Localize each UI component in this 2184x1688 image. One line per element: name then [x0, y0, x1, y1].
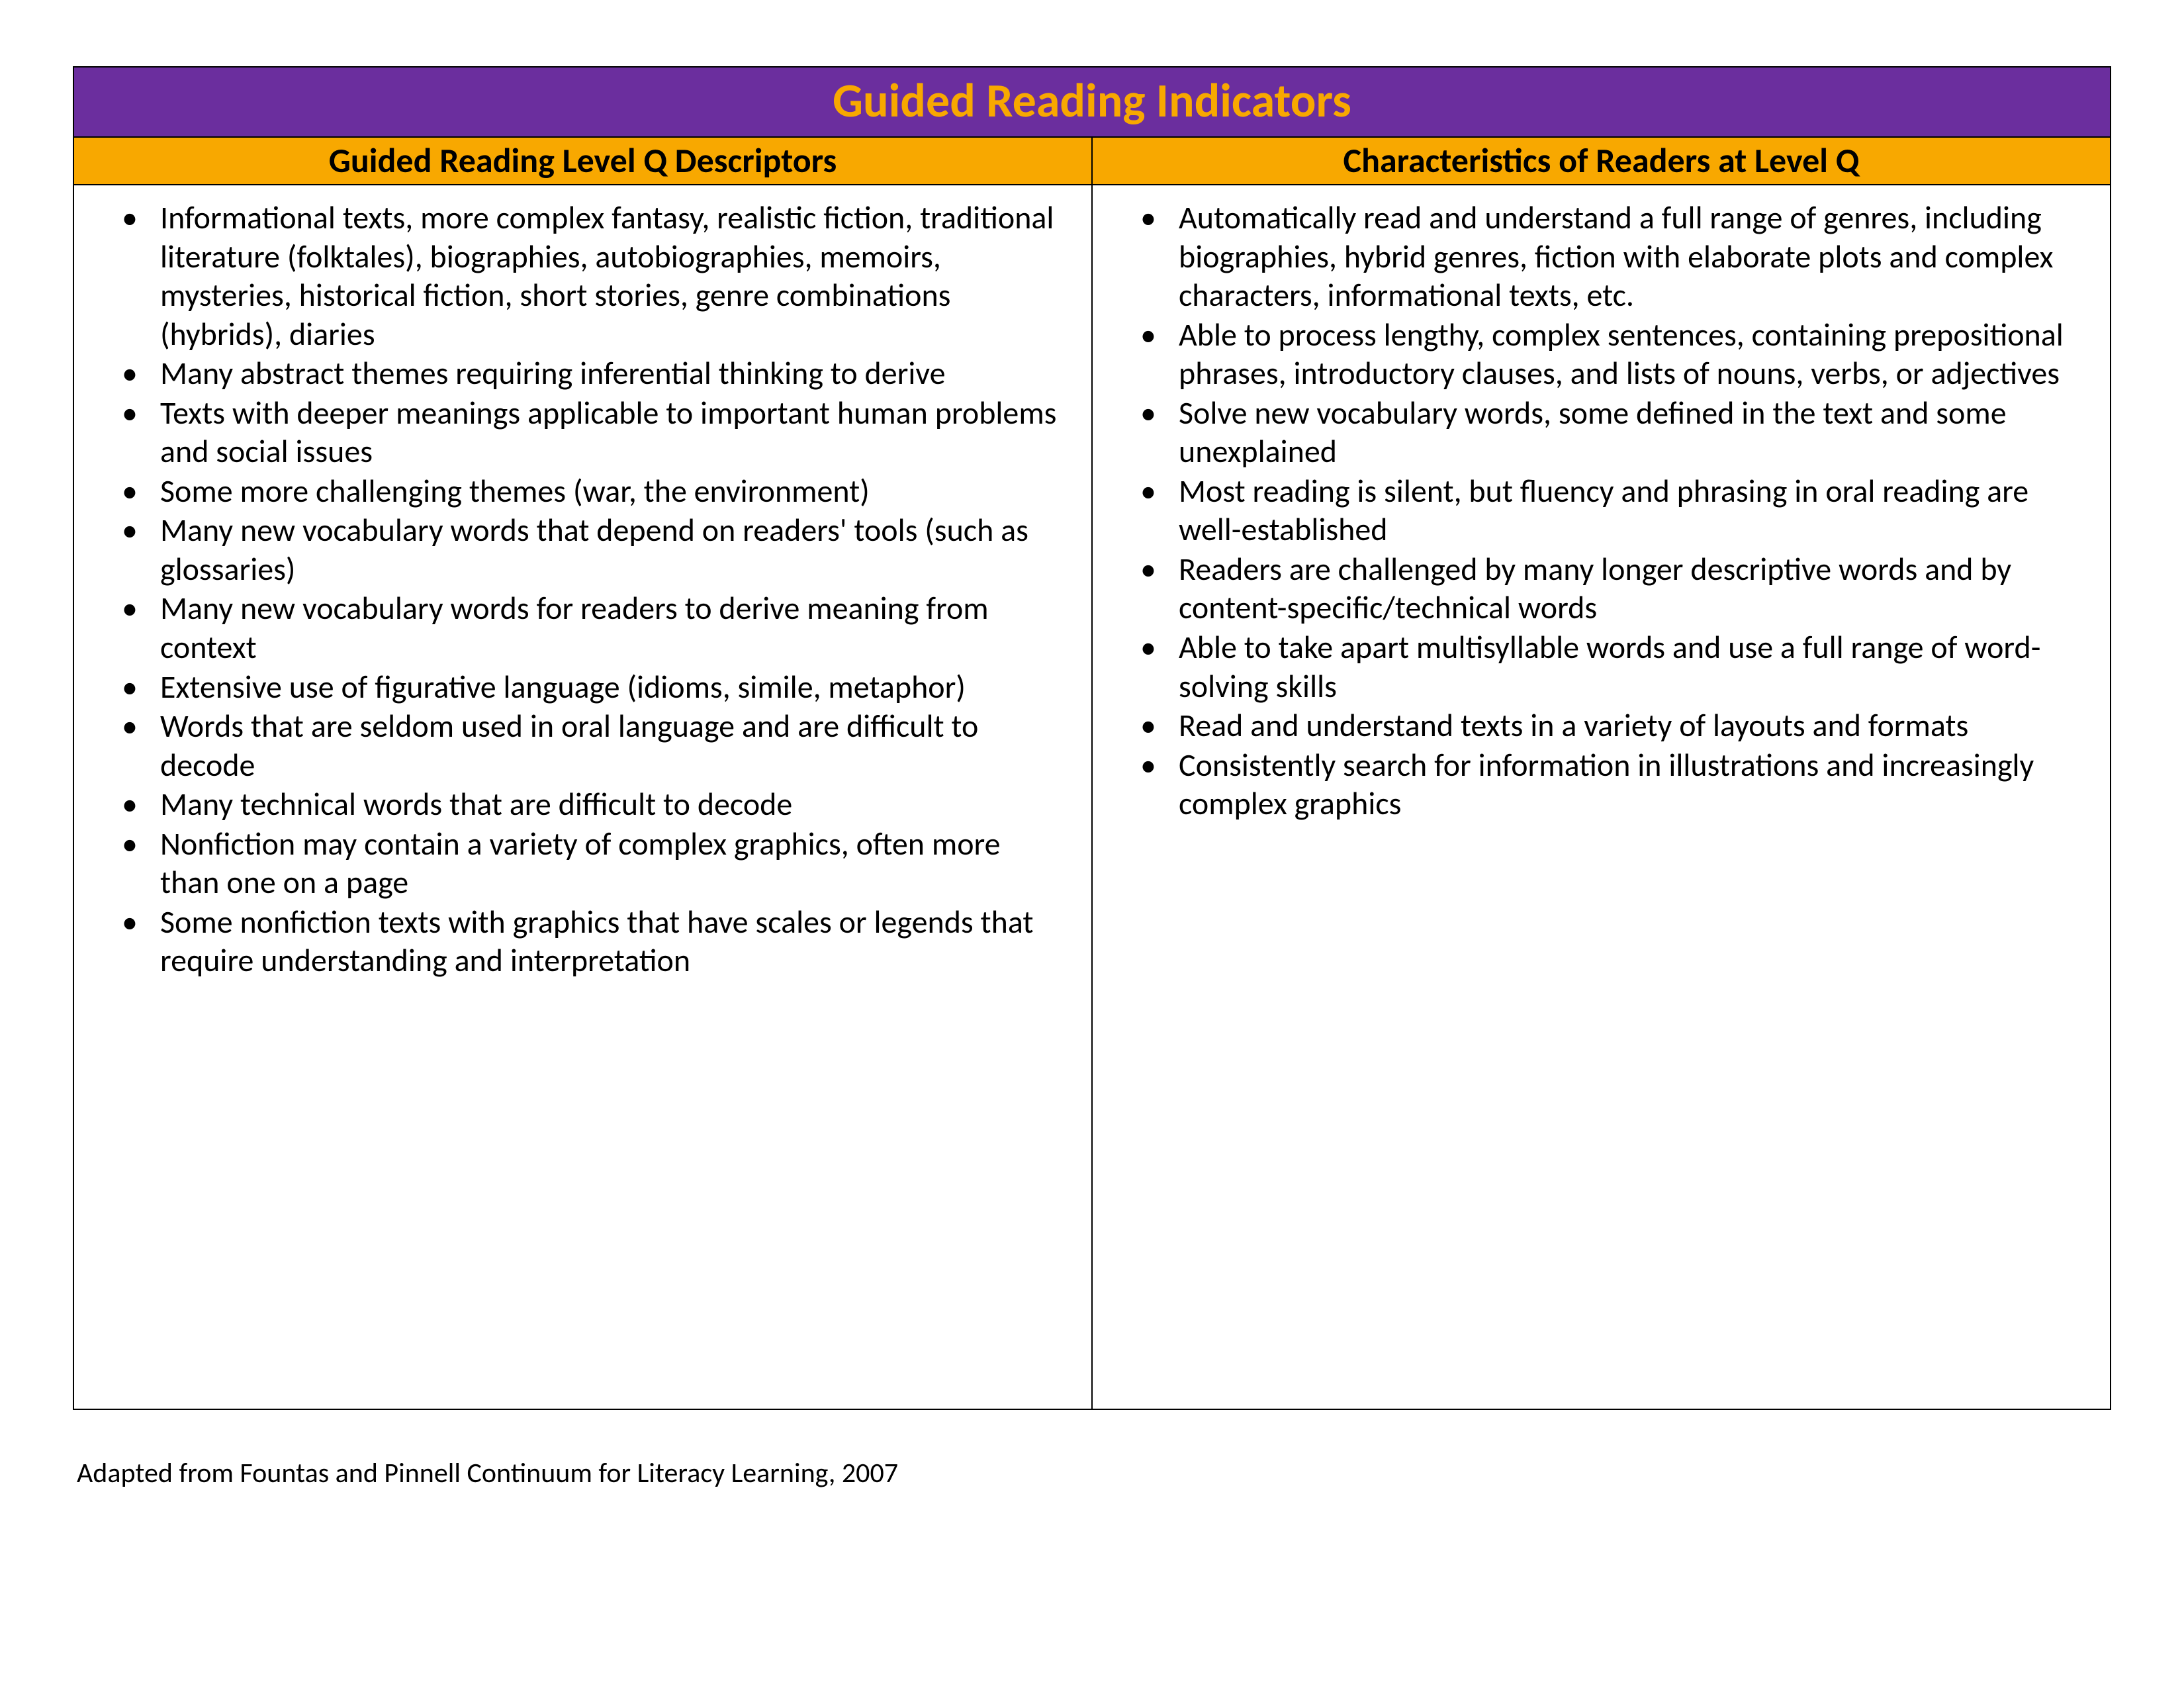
list-item: Many abstract themes requiring inferenti…: [160, 354, 1065, 394]
list-item: Able to take apart multisyllable words a…: [1179, 628, 2083, 706]
main-title: Guided Reading Indicators: [833, 71, 1351, 130]
left-column-header: Guided Reading Level Q Descriptors: [329, 139, 837, 181]
list-item: Solve new vocabulary words, some defined…: [1179, 394, 2083, 472]
column-header-row: Guided Reading Level Q Descriptors Chara…: [73, 137, 2111, 185]
main-title-cell: Guided Reading Indicators: [73, 67, 2111, 137]
list-item: Consistently search for information in i…: [1179, 746, 2083, 824]
list-item: Words that are seldom used in oral langu…: [160, 707, 1065, 785]
right-content-cell: Automatically read and understand a full…: [1092, 185, 2111, 1409]
footer-citation: Adapted from Fountas and Pinnell Continu…: [73, 1456, 2111, 1490]
left-list: Informational texts, more complex fantas…: [101, 199, 1065, 981]
list-item: Nonfiction may contain a variety of comp…: [160, 825, 1065, 903]
right-column-header-cell: Characteristics of Readers at Level Q: [1092, 137, 2111, 185]
list-item: Readers are challenged by many longer de…: [1179, 550, 2083, 628]
main-title-row: Guided Reading Indicators: [73, 67, 2111, 137]
indicators-table: Guided Reading Indicators Guided Reading…: [73, 66, 2111, 1410]
list-item: Texts with deeper meanings applicable to…: [160, 394, 1065, 472]
left-content-cell: Informational texts, more complex fantas…: [73, 185, 1092, 1409]
content-row: Informational texts, more complex fantas…: [73, 185, 2111, 1409]
list-item: Able to process lengthy, complex sentenc…: [1179, 316, 2083, 394]
list-item: Many new vocabulary words that depend on…: [160, 511, 1065, 589]
right-column-header: Characteristics of Readers at Level Q: [1343, 139, 1860, 181]
list-item: Automatically read and understand a full…: [1179, 199, 2083, 316]
list-item: Many technical words that are difficult …: [160, 785, 1065, 825]
list-item: Informational texts, more complex fantas…: [160, 199, 1065, 354]
list-item: Some more challenging themes (war, the e…: [160, 472, 1065, 512]
list-item: Most reading is silent, but fluency and …: [1179, 472, 2083, 550]
list-item: Extensive use of figurative language (id…: [160, 668, 1065, 708]
list-item: Many new vocabulary words for readers to…: [160, 589, 1065, 667]
right-list: Automatically read and understand a full…: [1119, 199, 2083, 824]
list-item: Some nonfiction texts with graphics that…: [160, 903, 1065, 981]
list-item: Read and understand texts in a variety o…: [1179, 706, 2083, 746]
left-column-header-cell: Guided Reading Level Q Descriptors: [73, 137, 1092, 185]
